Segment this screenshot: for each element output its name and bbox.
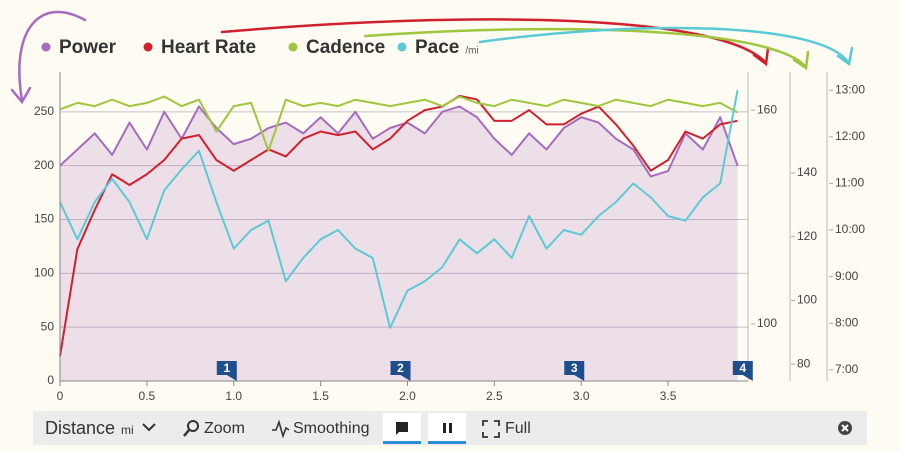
line: [59, 89, 739, 329]
y2-tick-label: 160: [757, 102, 777, 116]
y-tick-label: 0: [47, 373, 54, 387]
y-tick-label: 100: [34, 266, 54, 280]
x-tick-label: 3.5: [660, 389, 677, 403]
lap-label: 1: [223, 361, 230, 375]
lap-marker[interactable]: [216, 361, 237, 381]
x-tick-label: 2.5: [486, 389, 503, 403]
lap-marker[interactable]: [390, 361, 411, 381]
y4-tick-label: 9:00: [835, 269, 859, 283]
y4-tick-label: 8:00: [835, 315, 859, 329]
y3-tick-label: 120: [797, 229, 817, 243]
lap-label: 4: [739, 361, 746, 375]
lap-marker[interactable]: [564, 361, 585, 381]
lap-marker[interactable]: [732, 361, 753, 381]
y4-tick-label: 10:00: [835, 222, 865, 236]
y2-tick-label: 100: [757, 316, 777, 330]
legend-marker: [143, 42, 153, 52]
y3-tick-label: 140: [797, 165, 817, 179]
legend-marker: [288, 42, 298, 52]
lap-label: 3: [571, 361, 578, 375]
x-tick-label: 3.0: [573, 389, 590, 403]
legend-marker: [41, 42, 51, 52]
area: [60, 106, 738, 381]
toggle-underline: [428, 441, 466, 444]
y4-tick-label: 11:00: [835, 176, 864, 190]
full-icon: [482, 420, 500, 438]
y4-tick-label: 13:00: [835, 82, 865, 96]
pause-icon: [449, 423, 452, 433]
axis-select[interactable]: Distance: [45, 418, 115, 438]
marker-icon: [396, 422, 408, 435]
y-tick-label: 250: [34, 104, 54, 118]
line: [59, 94, 738, 357]
legend-marker: [397, 42, 407, 52]
y3-tick-label: 100: [797, 293, 817, 307]
x-tick-label: 0.5: [139, 389, 156, 403]
y4-tick-label: 7:00: [835, 362, 859, 376]
x-tick-label: 2.0: [399, 389, 416, 403]
zoom-button[interactable]: Zoom: [204, 420, 245, 437]
legend-label[interactable]: Pace: [415, 37, 459, 58]
axis-unit: mi: [121, 423, 134, 437]
zoom-icon: [183, 429, 190, 437]
pause-toggle[interactable]: [428, 413, 466, 443]
y3-tick-label: 80: [797, 356, 811, 370]
y-tick-label: 150: [34, 212, 54, 226]
lap-label: 2: [397, 361, 404, 375]
chevron[interactable]: [142, 423, 156, 432]
y-tick-label: 50: [41, 319, 55, 333]
y-tick-label: 200: [34, 158, 54, 172]
y4-tick-label: 12:00: [835, 129, 865, 143]
x-tick-label: 1.0: [225, 389, 242, 403]
plot: [59, 72, 748, 382]
line: [59, 95, 739, 152]
annotations: [10, 10, 854, 105]
smoothing-icon: [272, 419, 290, 439]
toggle-underline: [383, 441, 421, 444]
full-button[interactable]: Full: [505, 420, 531, 437]
x-tick-label: 0: [57, 389, 64, 403]
pause-icon: [443, 423, 446, 433]
zoom-icon: [187, 420, 199, 432]
legend-label[interactable]: Cadence: [306, 37, 385, 58]
x-tick-label: 1.5: [312, 389, 329, 403]
pace-unit: /mi: [465, 46, 478, 57]
close-icon: [841, 424, 849, 432]
smoothing-button[interactable]: Smoothing: [293, 420, 370, 437]
legend-label[interactable]: Power: [59, 37, 117, 58]
line: [59, 105, 739, 178]
legend-label[interactable]: Heart Rate: [161, 37, 256, 58]
